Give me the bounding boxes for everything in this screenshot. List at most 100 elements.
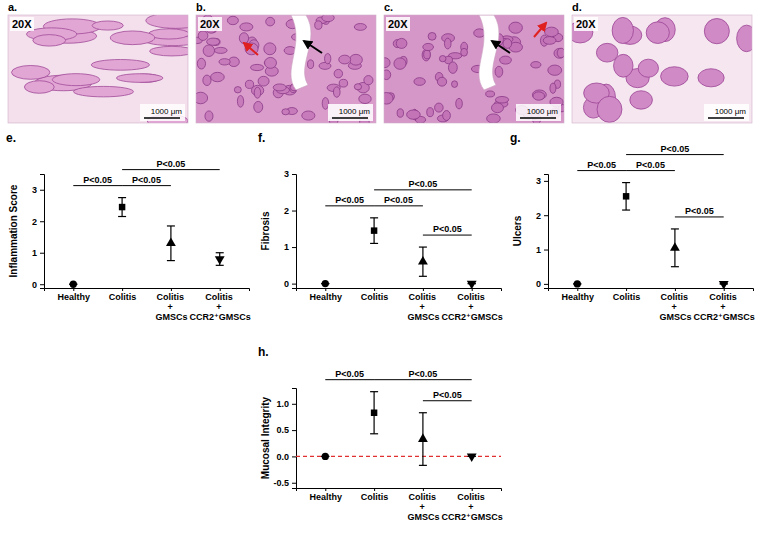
- significance-bracket: [675, 216, 724, 217]
- chart-panel: f.Fibrosis0123HealthyColitisColitis + GM…: [258, 131, 503, 322]
- scale-bar: [332, 117, 368, 119]
- error-bar-cap: [419, 412, 427, 413]
- tissue-structure: [548, 65, 562, 75]
- tissue-structure: [550, 83, 556, 93]
- tick: 0.0: [276, 452, 296, 462]
- tick: Colitis: [361, 488, 389, 502]
- tick: Colitis + GMSCs: [659, 288, 691, 322]
- tissue-structure: [495, 96, 508, 103]
- chart-panel: h.Mucosal Integrity-0.50.00.51.0HealthyC…: [258, 345, 503, 522]
- tick-label: Colitis + CCR2⁺GMSCs: [190, 292, 251, 322]
- significance-bracket: [626, 170, 675, 171]
- scale-bar-label: 1000 μm: [527, 107, 559, 116]
- tissue-structure: [33, 35, 66, 46]
- tissue-structure: [91, 60, 149, 71]
- tissue-structure: [557, 48, 564, 58]
- annotation: P<0.05: [335, 195, 364, 205]
- tissue-structure: [198, 31, 208, 41]
- error-bar-cap: [370, 217, 378, 218]
- tick-mark: [472, 488, 473, 491]
- tick: 2: [536, 211, 548, 221]
- tick: Colitis: [109, 288, 137, 302]
- point: [371, 227, 377, 233]
- error-bar-cap: [216, 252, 224, 253]
- tick-mark: [325, 488, 326, 491]
- point: [719, 281, 729, 288]
- tissue-structure: [116, 74, 162, 83]
- tissue-structure: [110, 31, 154, 45]
- tissue-structure: [596, 43, 618, 62]
- annotation: P<0.05: [157, 159, 186, 169]
- tick-mark: [40, 253, 44, 254]
- error-bar-cap: [167, 260, 175, 261]
- tissue-structure: [543, 37, 556, 45]
- tissue-structure: [532, 90, 546, 99]
- tissue-structure: [205, 111, 213, 121]
- tissue-structure: [364, 76, 373, 85]
- scale-bar: [708, 117, 744, 119]
- point: [371, 409, 377, 415]
- annotations: P<0.05P<0.05P<0.05P<0.05: [577, 144, 723, 217]
- tick: Healthy: [562, 288, 595, 302]
- tick-label: 0.5: [276, 425, 289, 435]
- point: [166, 238, 176, 247]
- error-bar-cap: [671, 266, 679, 267]
- micrograph: [196, 15, 376, 123]
- tissue-gap: [291, 15, 311, 90]
- tissue-structure: [24, 81, 54, 94]
- tissue-structure: [448, 62, 457, 73]
- tick-mark: [292, 211, 296, 212]
- tick-label: -0.5: [273, 478, 289, 488]
- tick: 3: [32, 185, 44, 195]
- tissue-structure: [407, 110, 421, 119]
- annotations: P<0.05P<0.05P<0.05: [73, 159, 219, 186]
- tissue-structure: [219, 59, 230, 65]
- point: [623, 193, 629, 199]
- error-bar-cap: [622, 182, 630, 183]
- panel-label: a.: [8, 1, 17, 13]
- tick: Healthy: [310, 488, 343, 502]
- tissue-structure: [443, 111, 451, 121]
- tick-mark: [374, 488, 375, 491]
- tissue-structure: [439, 56, 446, 62]
- tick: 0: [536, 279, 548, 289]
- tick-mark: [544, 215, 548, 216]
- tick-label: Colitis + GMSCs: [407, 492, 439, 522]
- tissue-structure: [196, 92, 208, 104]
- annotation: P<0.05: [685, 206, 714, 216]
- tissue-structure: [698, 69, 724, 87]
- tissue-structure: [322, 15, 334, 22]
- error-bar-cap: [370, 391, 378, 392]
- tissue-structure: [423, 43, 434, 50]
- tissue-structure: [339, 55, 351, 64]
- image-frame: [572, 15, 752, 123]
- tick-label: Colitis + GMSCs: [407, 292, 439, 322]
- tick: 1.0: [276, 399, 296, 409]
- tick: Healthy: [58, 288, 91, 302]
- arrow: [244, 43, 258, 55]
- annotation: P<0.05: [409, 369, 438, 379]
- tick-mark: [292, 404, 296, 405]
- tissue-structure: [533, 92, 545, 100]
- annotation: P<0.05: [433, 224, 462, 234]
- error-bar-cap: [671, 228, 679, 229]
- arrow: [492, 41, 510, 53]
- significance-bracket: [325, 379, 374, 380]
- axis-line: [549, 289, 754, 292]
- error-bar-cap: [419, 276, 427, 277]
- label-patch: [704, 104, 749, 121]
- tick: 0: [284, 279, 296, 289]
- arrow: [304, 41, 322, 53]
- annotation: P<0.05: [83, 175, 112, 185]
- tick-mark: [40, 190, 44, 191]
- tick-label: 3: [284, 169, 289, 179]
- label-patch: [198, 17, 222, 31]
- x-axis: HealthyColitisColitis + GMSCsColitis + C…: [297, 488, 503, 522]
- tick-mark: [724, 288, 725, 291]
- point: [322, 280, 329, 287]
- micrograph: [384, 15, 564, 123]
- label-patch: [386, 17, 410, 31]
- label-patch: [140, 104, 185, 121]
- axis-line: [292, 175, 297, 289]
- tick: Colitis + CCR2⁺GMSCs: [442, 288, 503, 322]
